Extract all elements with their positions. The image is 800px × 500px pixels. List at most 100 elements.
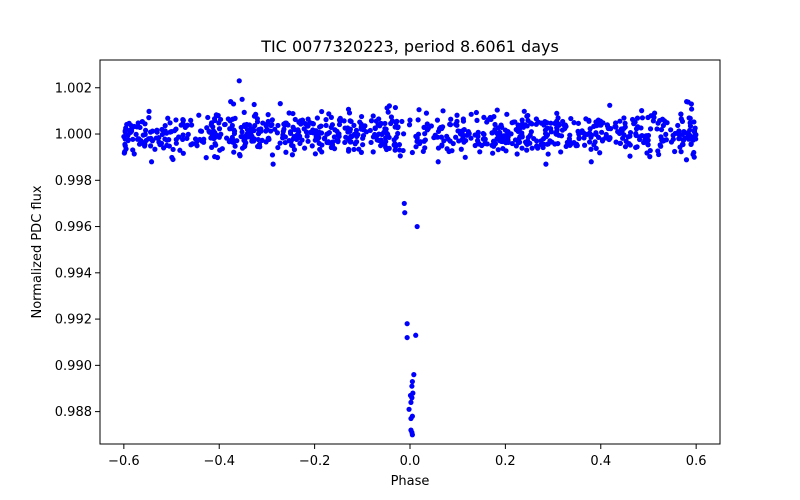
data-point (548, 120, 554, 126)
data-point (650, 112, 656, 119)
data-point (524, 147, 530, 153)
data-point (297, 140, 303, 147)
data-point (423, 110, 430, 116)
data-point (605, 125, 611, 131)
data-point (370, 149, 376, 155)
data-points (121, 78, 699, 438)
x-tick-label: 0.2 (495, 454, 516, 469)
data-point (568, 141, 574, 147)
data-point (385, 109, 391, 115)
data-point (401, 200, 407, 207)
data-point (525, 117, 531, 124)
data-point (335, 132, 341, 138)
data-point (269, 152, 276, 158)
data-point (167, 120, 173, 126)
data-point (218, 131, 224, 137)
data-point (248, 126, 254, 132)
data-point (164, 142, 170, 148)
data-point (505, 139, 511, 145)
data-point (280, 135, 286, 141)
data-point (148, 143, 154, 149)
data-point (180, 150, 186, 156)
data-point (254, 119, 261, 125)
data-point (280, 128, 286, 135)
data-point (575, 120, 582, 126)
data-point (617, 118, 623, 124)
data-point (553, 131, 559, 137)
data-point (477, 149, 483, 155)
data-point (346, 110, 353, 116)
data-point (290, 143, 296, 149)
data-point (125, 132, 131, 138)
data-point (554, 110, 560, 116)
data-point (325, 130, 331, 137)
data-point (409, 149, 415, 156)
data-point (152, 146, 158, 152)
data-point (688, 141, 694, 147)
data-point (252, 123, 258, 129)
x-axis-ticks: −0.6 −0.4 −0.2 0.0 0.2 0.4 0.6 (108, 444, 706, 469)
data-point (554, 118, 560, 124)
data-point (588, 159, 594, 165)
data-point (335, 138, 341, 144)
data-point (201, 139, 207, 145)
data-point (658, 127, 665, 133)
data-point (587, 139, 593, 145)
data-point (288, 138, 294, 144)
data-point (591, 142, 597, 148)
data-point (266, 135, 272, 141)
data-point (188, 142, 194, 148)
data-point (684, 99, 690, 105)
data-point (668, 127, 674, 133)
data-point (159, 126, 165, 133)
data-point (263, 128, 269, 134)
data-point (372, 131, 378, 138)
data-point (209, 144, 215, 151)
data-point (595, 117, 601, 123)
data-point (678, 111, 684, 117)
data-point (462, 154, 468, 160)
data-point (397, 153, 403, 159)
data-point (641, 139, 647, 146)
y-axis-ticks: 0.988 0.990 0.992 0.994 0.996 0.998 1.000 1.002 (55, 81, 100, 420)
data-point (657, 142, 663, 148)
data-point (314, 115, 320, 121)
data-point (228, 99, 234, 105)
data-point (210, 124, 216, 130)
data-point (613, 139, 619, 145)
data-point (600, 120, 606, 126)
data-point (402, 210, 408, 216)
data-point (173, 117, 179, 123)
data-point (428, 123, 434, 129)
data-point (130, 136, 136, 142)
data-point (212, 117, 218, 124)
data-point (422, 137, 428, 143)
data-point (146, 136, 152, 142)
data-point (379, 131, 385, 137)
y-axis-label: Normalized PDC flux (30, 185, 45, 318)
data-point (670, 132, 676, 138)
data-point (647, 154, 653, 160)
data-point (324, 139, 330, 146)
data-point (383, 138, 389, 145)
data-point (627, 153, 633, 159)
data-point (165, 115, 171, 121)
data-point (490, 138, 497, 144)
data-point (654, 126, 660, 132)
data-point (519, 145, 525, 151)
data-point (541, 136, 547, 142)
data-point (489, 130, 495, 136)
data-point (185, 131, 191, 137)
data-point (367, 127, 373, 134)
data-point (460, 116, 466, 122)
data-point (475, 133, 481, 139)
data-point (494, 107, 500, 113)
data-point (243, 140, 249, 146)
data-point (675, 122, 681, 129)
data-point (468, 111, 474, 117)
data-point (679, 141, 686, 147)
data-point (255, 136, 261, 143)
data-point (396, 147, 403, 153)
data-point (358, 121, 364, 127)
data-point (549, 139, 555, 145)
